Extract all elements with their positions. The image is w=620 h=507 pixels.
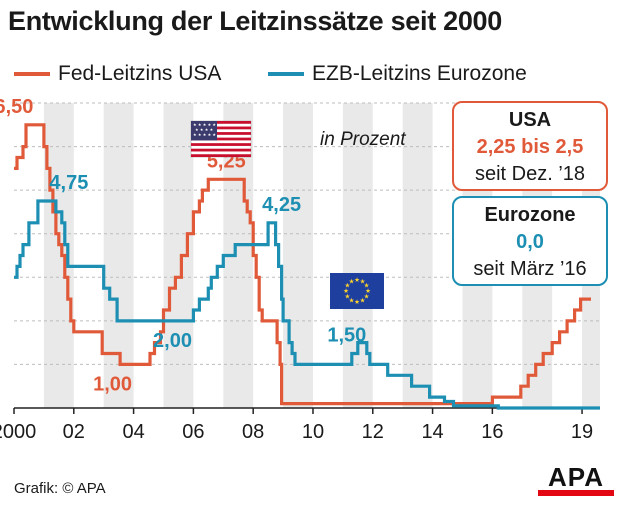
eu-star: ★ [364, 282, 370, 290]
svg-text:★ ★ ★ ★: ★ ★ ★ ★ [195, 127, 214, 132]
usa-info-box: USA 2,25 bis 2,5 seit Dez. ’18 [452, 101, 608, 191]
year-band [342, 103, 373, 408]
apa-logo: APA [538, 462, 614, 496]
unit-note: in Prozent [320, 129, 406, 150]
legend-label-ecb: EZB-Leitzins Eurozone [312, 62, 527, 85]
legend-swatch-ecb [268, 72, 304, 76]
svg-text:★ ★ ★ ★ ★: ★ ★ ★ ★ ★ [193, 122, 216, 127]
us-flag-icon: ★ ★ ★ ★ ★ ★ ★ ★ ★ ★ ★ ★ ★ ★ [190, 120, 252, 158]
value-label-ecb: 1,50 [327, 325, 366, 347]
eu-star: ★ [360, 297, 366, 305]
value-label-fed: 1,00 [93, 373, 132, 395]
usa-box-date: seit Dez. ’18 [474, 163, 586, 185]
eu-flag-icon: ★★★★★★★★★ ★ ★★ [330, 273, 384, 309]
usa-box-title: USA [508, 109, 552, 131]
x-tick-label: 19 [571, 421, 593, 443]
x-tick-label: 06 [182, 421, 204, 443]
eu-star: ★ [365, 287, 371, 295]
chart-title: Entwicklung der Leitzinssätze seit 2000 [8, 6, 502, 36]
eu-star: ★ [345, 282, 351, 290]
svg-text:APA: APA [548, 462, 604, 492]
eu-star: ★ [364, 293, 370, 301]
year-band [402, 103, 433, 408]
legend-label-fed: Fed-Leitzins USA [58, 62, 222, 85]
svg-text:★ ★ ★ ★ ★: ★ ★ ★ ★ ★ [193, 132, 216, 137]
euro-box-date: seit März ’16 [473, 258, 587, 280]
x-tick-label: 04 [122, 421, 144, 443]
x-tick-label: 14 [421, 421, 443, 443]
eu-star: ★ [345, 293, 351, 301]
euro-info-box: Eurozone 0,0 seit März ’16 [452, 196, 608, 286]
year-band [283, 103, 313, 408]
eu-star: ★ [360, 278, 366, 286]
x-tick-label: 16 [481, 421, 503, 443]
eu-star: ★ [354, 276, 360, 284]
euro-box-value: 0,0 [516, 231, 544, 253]
value-label-ecb: 4,75 [49, 172, 88, 194]
value-label-ecb: 4,25 [262, 194, 301, 216]
usa-box-value: 2,25 bis 2,5 [476, 136, 584, 158]
series-line-ecb [14, 199, 600, 410]
value-label-fed: 6,50 [0, 96, 33, 118]
eu-star: ★ [343, 287, 349, 295]
x-tick-label: 10 [302, 421, 324, 443]
x-tick-label: 12 [362, 421, 384, 443]
x-tick-label: 2000 [0, 421, 36, 443]
series-line-fed [14, 123, 591, 406]
x-tick-label: 08 [242, 421, 264, 443]
legend-item-fed: Fed-Leitzins USA [14, 62, 221, 86]
eu-star: ★ [349, 297, 355, 305]
graphic-credit: Grafik: © APA [14, 480, 106, 497]
eu-star: ★ [354, 298, 360, 306]
euro-box-title: Eurozone [484, 204, 576, 226]
legend-item-ecb: EZB-Leitzins Eurozone [268, 62, 527, 86]
x-tick-label: 02 [63, 421, 85, 443]
eu-star: ★ [349, 278, 355, 286]
legend-swatch-fed [14, 72, 50, 76]
value-label-ecb: 2,00 [153, 330, 192, 352]
